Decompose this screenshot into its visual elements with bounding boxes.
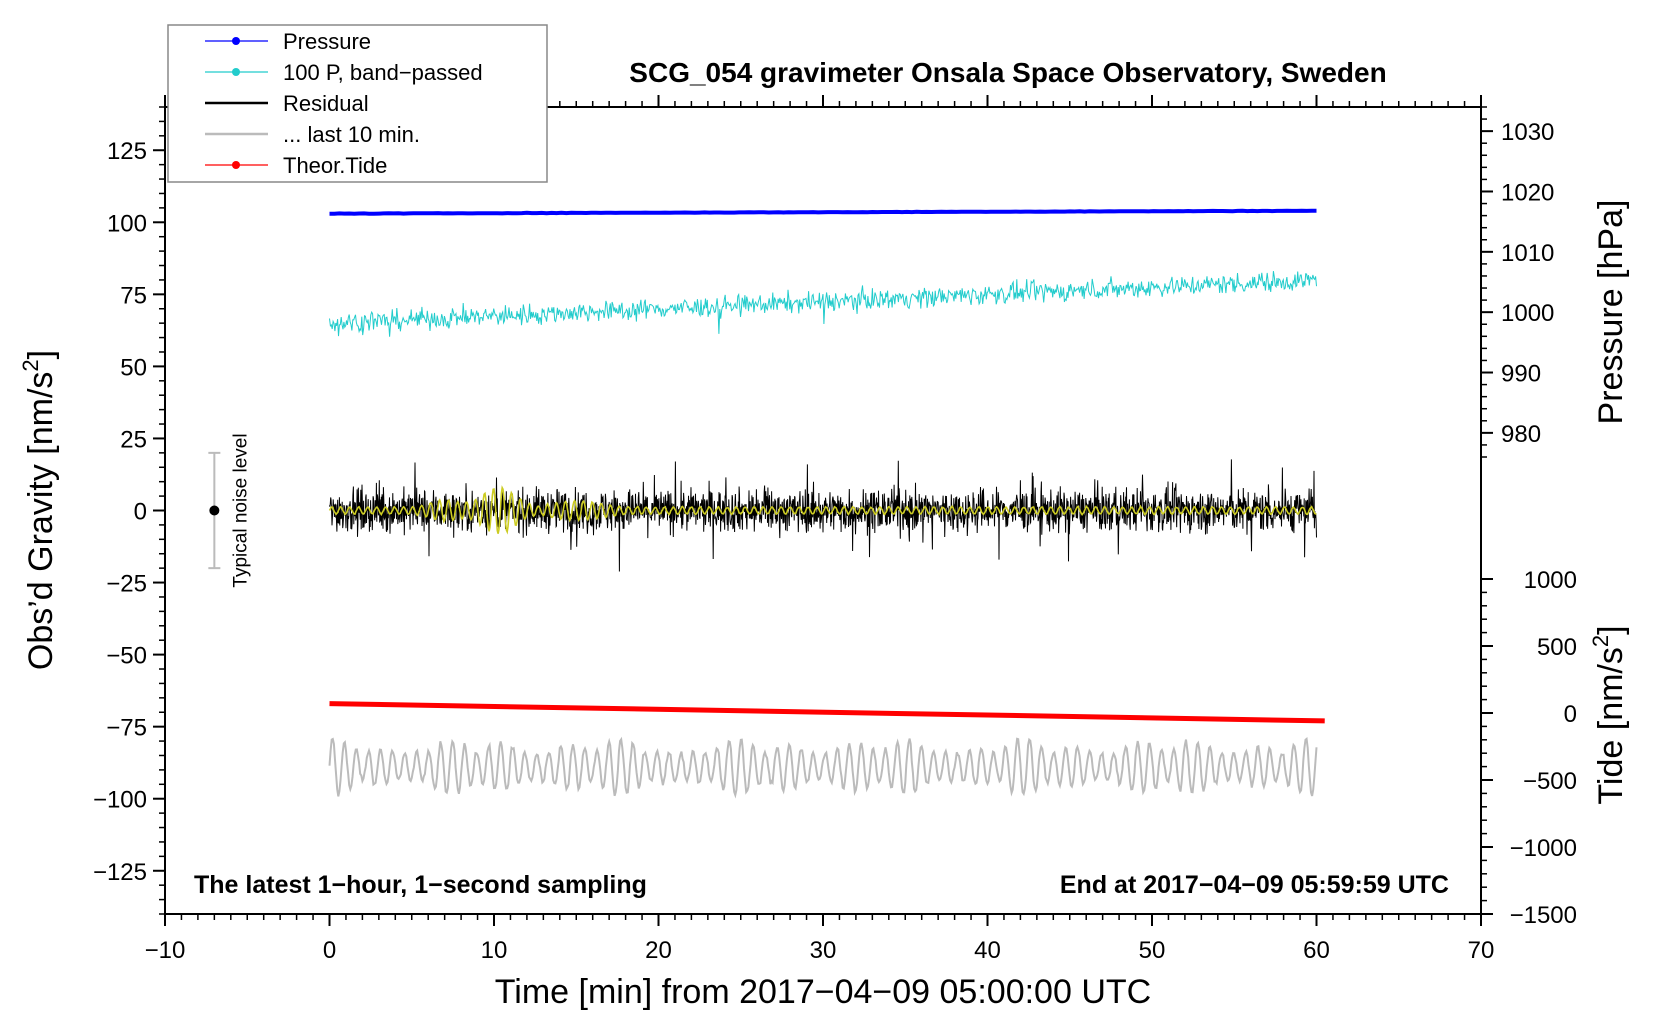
series-last-10-min-line	[328, 736, 1318, 799]
tide-tick-label: −500	[1523, 768, 1577, 795]
x-tick-label: 50	[1139, 937, 1166, 964]
y-axis-left-title-main: Obs’d Gravity [nm/s	[22, 372, 60, 671]
tide-tick-label: −1500	[1510, 902, 1577, 929]
y-tick-label: −100	[93, 787, 147, 814]
legend-swatch-marker	[232, 161, 240, 169]
series-100p-band-passed-line	[329, 271, 1317, 337]
legend: Pressure 100 P, band−passed Residual ... la…	[167, 24, 548, 183]
y-tick-label: 50	[120, 354, 147, 381]
x-tick-label: 0	[323, 937, 336, 964]
pressure-tick-label: 1010	[1501, 240, 1554, 267]
x-axis-title: Time [min] from 2017−04−09 05:00:00 UTC	[495, 973, 1151, 1011]
y-axis-tide: 1000 500 0 −500 −1000 −1500	[1481, 567, 1577, 929]
y-tick-label: 125	[107, 138, 147, 165]
y-tick-label: 75	[120, 282, 147, 309]
y-axis-left-title-sup: 2	[18, 359, 43, 371]
x-tick-label: 70	[1468, 937, 1495, 964]
x-tick-label: 20	[645, 937, 672, 964]
y-tick-label: 25	[120, 426, 147, 453]
y-tick-label: −50	[106, 643, 147, 670]
tide-tick-label: 1000	[1524, 567, 1577, 594]
legend-label: ... last 10 min.	[283, 122, 420, 147]
legend-label: Residual	[283, 91, 369, 116]
y-axis-tide-title-main: Tide [nm/s	[1592, 647, 1630, 804]
tide-tick-label: 500	[1537, 634, 1577, 661]
legend-label: Theor.Tide	[283, 153, 387, 178]
legend-label: Pressure	[283, 29, 371, 54]
y-tick-label: −25	[106, 571, 147, 598]
pressure-tick-label: 990	[1501, 361, 1541, 388]
y-axis-left-title-close: ]	[22, 350, 60, 359]
y-tick-label: −75	[106, 715, 147, 742]
x-tick-label: 60	[1303, 937, 1330, 964]
y-axis-pressure-title: Pressure [hPa]	[1592, 200, 1630, 425]
series-pressure-line	[329, 208, 1317, 216]
y-tick-label: 0	[134, 499, 147, 526]
series-layer	[328, 208, 1325, 799]
pressure-tick-label: 1020	[1501, 179, 1554, 206]
y-axis-pressure: 1030 1020 1010 1000 990 980	[1481, 106, 1554, 458]
series-residual-line	[329, 459, 1317, 572]
x-tick-label: 10	[481, 937, 508, 964]
legend-swatch-marker	[232, 68, 240, 76]
chart-title: SCG_054 gravimeter Onsala Space Observat…	[629, 57, 1386, 88]
annotation-left: The latest 1−hour, 1−second sampling	[194, 871, 647, 899]
y-tick-label: 100	[107, 210, 147, 237]
x-tick-label: −10	[145, 937, 186, 964]
pressure-tick-label: 1030	[1501, 119, 1554, 146]
tide-tick-label: 0	[1564, 701, 1577, 728]
legend-swatch-marker	[232, 37, 240, 45]
x-tick-label: 40	[974, 937, 1001, 964]
y-axis-left: 125 100 75 50 25 0 −25 −50 −75 −100 −125	[93, 106, 165, 915]
noise-level-center-dot	[209, 505, 220, 516]
pressure-tick-label: 980	[1501, 421, 1541, 448]
y-axis-left-title: Obs’d Gravity [nm/s2]	[18, 350, 60, 670]
y-axis-tide-title: Tide [nm/s2]	[1588, 625, 1630, 804]
noise-level-label: Typical noise level	[230, 433, 251, 587]
noise-level-indicator: Typical noise level	[208, 433, 251, 588]
legend-label: 100 P, band−passed	[283, 60, 483, 85]
annotation-right: End at 2017−04−09 05:59:59 UTC	[1060, 871, 1449, 899]
series-theor-tide-line	[329, 701, 1325, 724]
y-axis-tide-title-close: ]	[1592, 625, 1630, 634]
y-tick-label: −125	[93, 859, 147, 886]
x-axis: −10 0 10 20 30 40 50 60 70	[145, 95, 1495, 964]
tide-tick-label: −1000	[1510, 835, 1577, 862]
x-tick-label: 30	[810, 937, 837, 964]
pressure-tick-label: 1000	[1501, 300, 1554, 327]
y-axis-tide-title-sup: 2	[1588, 635, 1613, 647]
series-residual-band-passed-line	[328, 485, 1317, 535]
